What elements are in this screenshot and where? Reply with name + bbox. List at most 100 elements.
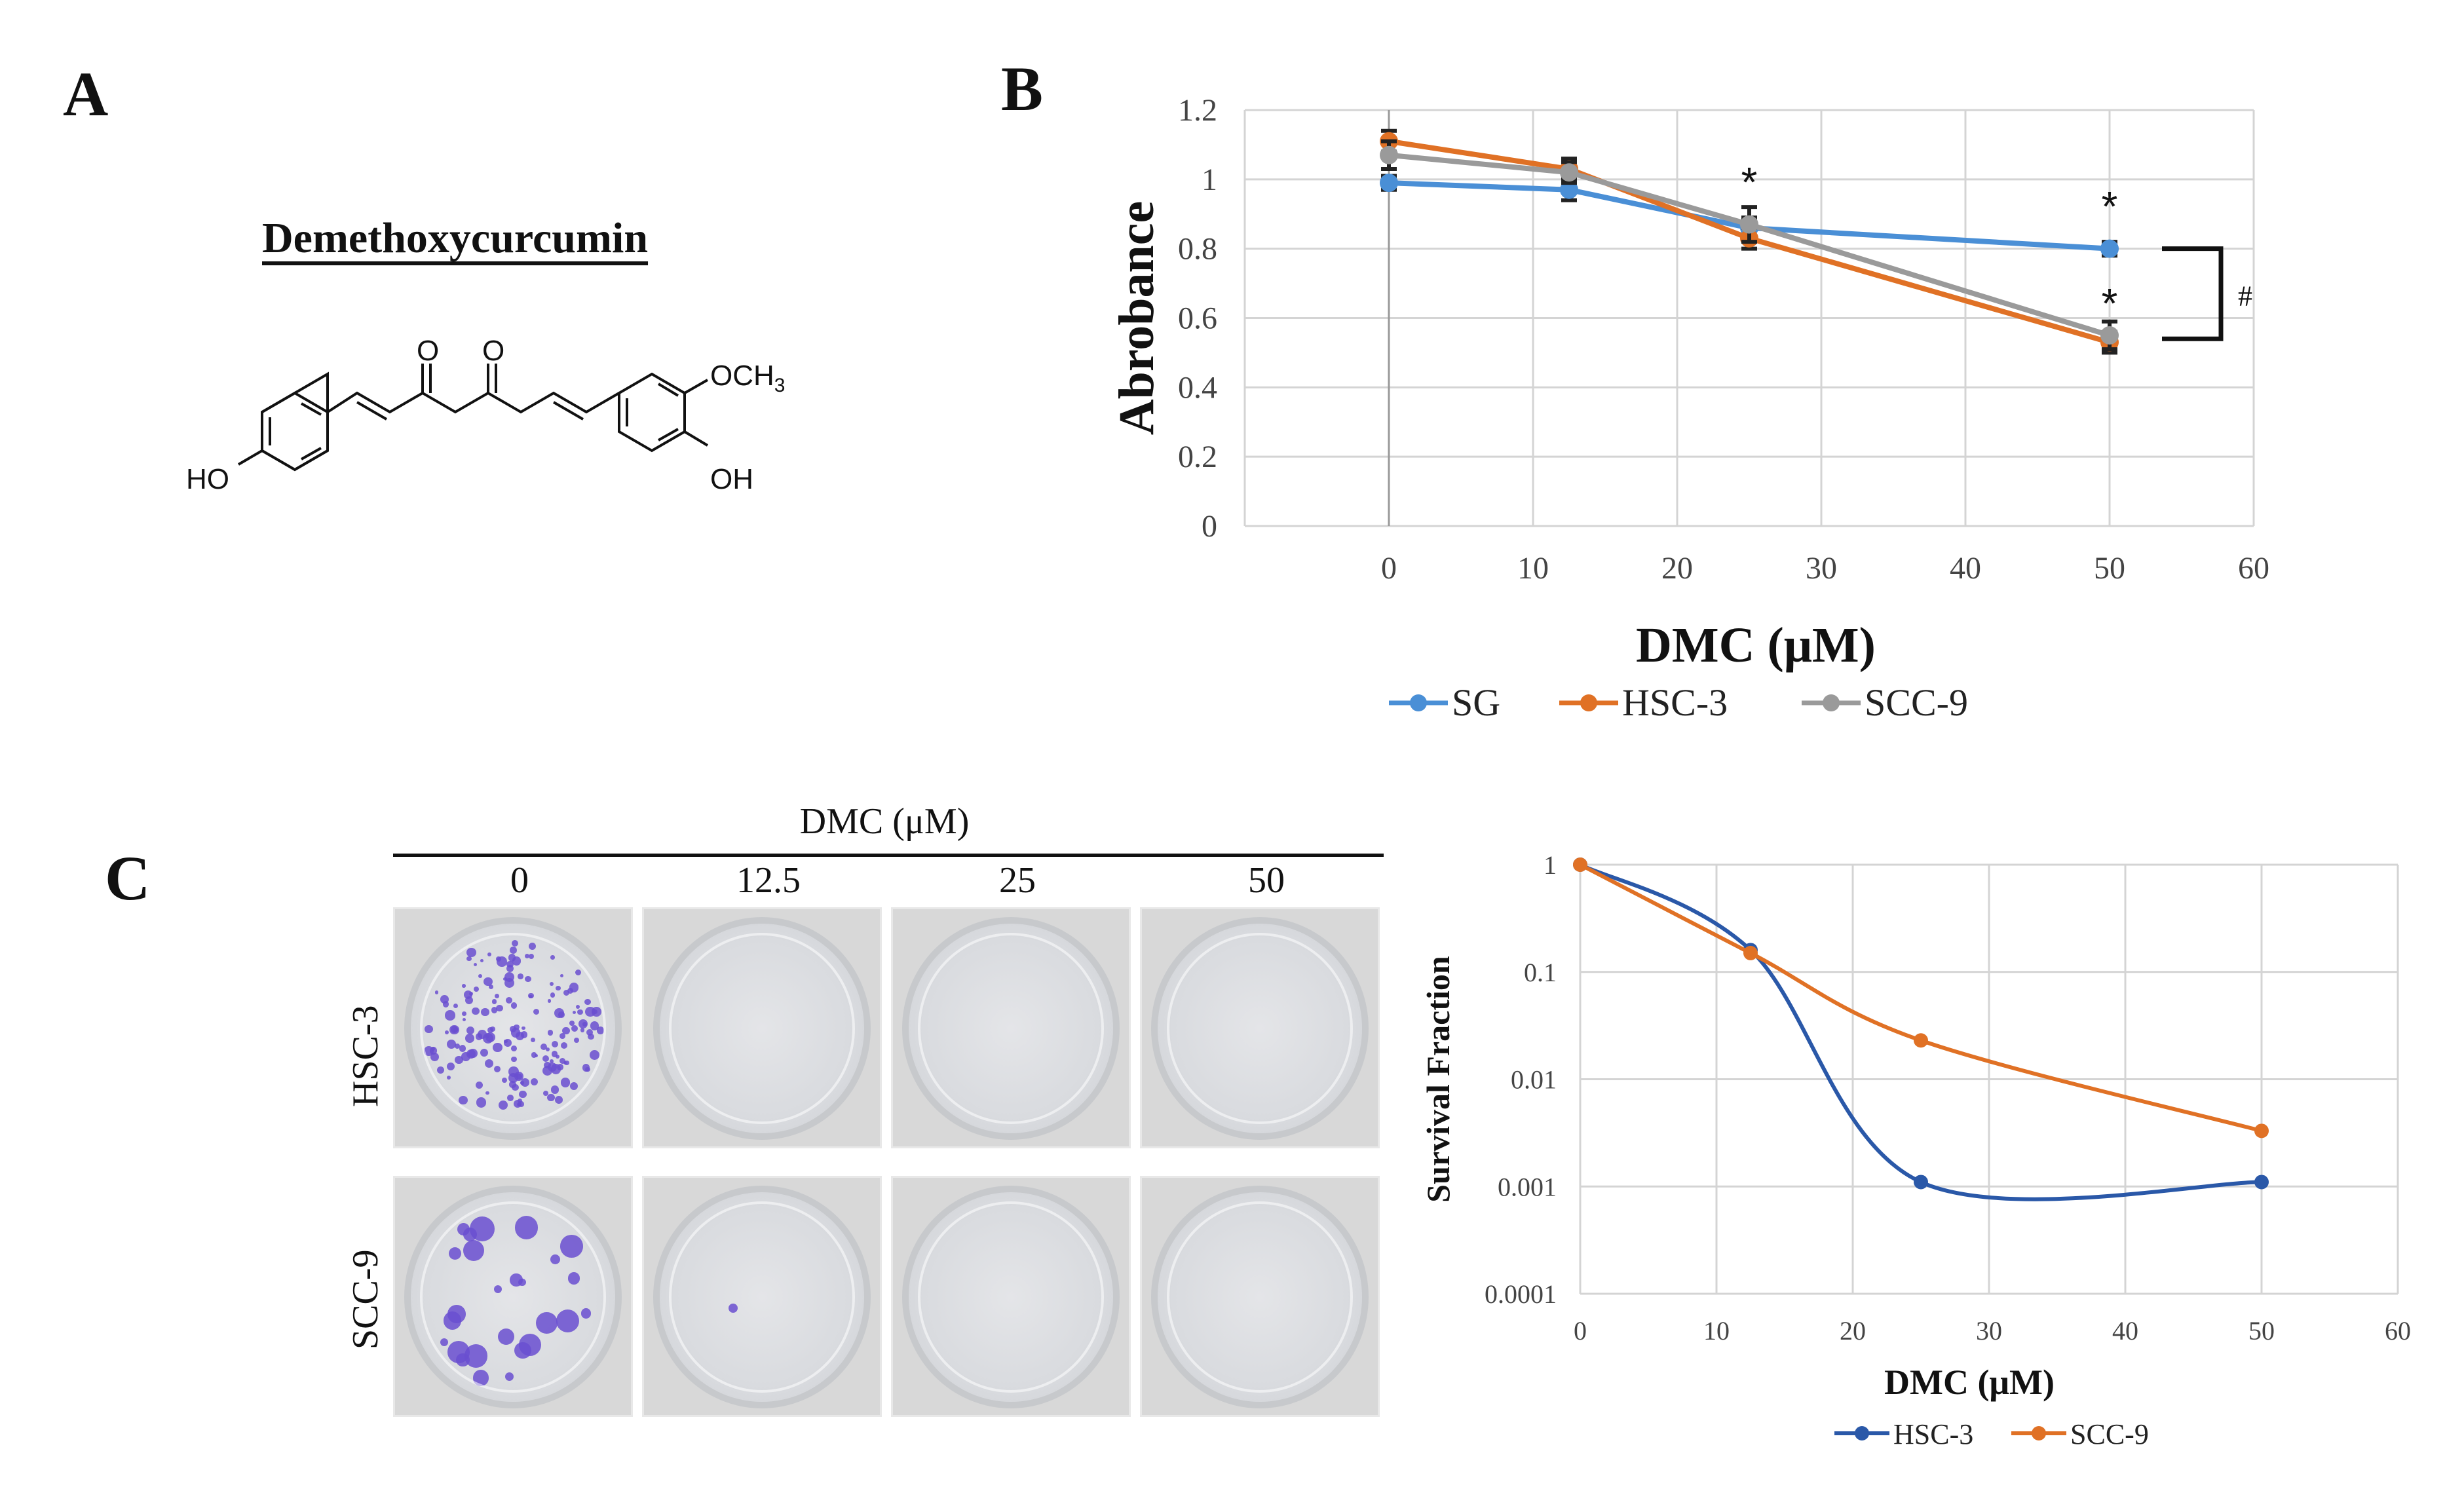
data-point-scc-9 (2254, 1123, 2269, 1139)
colony (518, 1090, 527, 1099)
colony (504, 1372, 514, 1382)
plate-scc9-12-5 (642, 1176, 882, 1417)
plate-hsc3-50 (1140, 907, 1380, 1148)
colony (453, 1027, 459, 1032)
legend-label-hsc-3: HSC-3 (1622, 681, 1728, 724)
colony (548, 1063, 558, 1072)
colony (475, 1081, 483, 1089)
colony (449, 1247, 462, 1260)
colony (525, 975, 531, 983)
colony (464, 990, 473, 1000)
x-tick-label: 10 (1517, 551, 1549, 586)
plate-scc9-0 (393, 1176, 633, 1417)
colony (580, 1308, 592, 1319)
y-axis-title: Abrobance (1109, 201, 1164, 436)
colony (446, 1076, 451, 1080)
colony (574, 1037, 580, 1043)
plate-row-label-hsc3: HSC-3 (345, 1005, 386, 1107)
plate-hsc3-12-5 (642, 907, 882, 1148)
y-tick-label: 0 (1202, 509, 1217, 544)
colony (474, 962, 478, 966)
legend-label-scc-9: SCC-9 (1865, 681, 1968, 724)
colony (563, 989, 570, 996)
colony (456, 1353, 470, 1367)
colony (531, 1052, 537, 1058)
colony (575, 1004, 580, 1009)
colony (453, 1003, 458, 1008)
colony (582, 1064, 590, 1072)
colony (497, 1328, 514, 1345)
x-tick-label: 0 (1381, 551, 1397, 586)
colony (588, 1033, 594, 1040)
colony (514, 1216, 539, 1240)
x-tick-label: 10 (1703, 1316, 1730, 1346)
colony (510, 1045, 517, 1051)
colony (472, 1370, 489, 1386)
legend-label-hsc-3: HSC-3 (1893, 1418, 1973, 1450)
colony (514, 1072, 523, 1081)
colony (555, 1054, 559, 1059)
colony (508, 1072, 518, 1083)
ho-label: HO (186, 463, 229, 495)
colony (533, 1008, 540, 1015)
data-point-scc-9 (1560, 163, 1578, 182)
colony (509, 1025, 516, 1032)
colony (492, 1042, 502, 1053)
legend-label-scc-9: SCC-9 (2070, 1418, 2149, 1450)
colony (468, 991, 473, 996)
colony (462, 1011, 467, 1016)
colony (529, 942, 537, 950)
colony (440, 995, 449, 1004)
colony (549, 1059, 554, 1064)
x-tick-label: 40 (1950, 551, 1981, 586)
colony (509, 1081, 516, 1088)
colony (542, 1065, 552, 1076)
colony (512, 940, 519, 947)
colony (466, 947, 476, 958)
colony (580, 1028, 585, 1032)
colony (507, 1094, 514, 1101)
colony (570, 1082, 578, 1090)
legend-label-sg: SG (1452, 681, 1500, 724)
legend-marker-scc-9 (1823, 694, 1840, 711)
colony (483, 1032, 494, 1044)
colony (459, 1045, 466, 1053)
colony (517, 1098, 522, 1103)
colony (521, 1026, 525, 1030)
colony (531, 1038, 536, 1043)
data-point-sg (1560, 180, 1578, 199)
colony (506, 965, 514, 973)
carbonyl-o-1: O (417, 335, 439, 367)
colony (440, 1338, 449, 1347)
x-tick-label: 30 (1806, 551, 1837, 586)
colony (443, 1311, 462, 1330)
colony (550, 992, 556, 998)
colony (488, 985, 493, 990)
colony (551, 1040, 559, 1048)
colony (554, 1008, 564, 1019)
colony (425, 1025, 433, 1034)
x-tick-label: 50 (2094, 551, 2125, 586)
colony (547, 1093, 555, 1102)
colony (558, 1011, 565, 1018)
plates-dmc-header: DMC (μM) (799, 801, 970, 842)
plate-hsc3-25 (891, 907, 1131, 1148)
colony (569, 1021, 575, 1026)
colony (542, 1055, 549, 1063)
colony (466, 956, 472, 962)
colony (559, 1033, 566, 1040)
series-line-scc-9 (1579, 863, 2262, 1133)
colony (491, 1007, 498, 1013)
y-tick-label: 0.01 (1511, 1065, 1557, 1095)
colony (429, 1047, 438, 1055)
data-point-sg (2100, 239, 2119, 258)
colony (508, 1066, 519, 1077)
colony (569, 983, 579, 992)
data-point-hsc-3 (2254, 1175, 2269, 1190)
colony (510, 1002, 518, 1009)
colony (475, 1033, 483, 1040)
data-point-scc-9 (1914, 1033, 1928, 1048)
colony (547, 999, 551, 1003)
colony (560, 1235, 583, 1258)
